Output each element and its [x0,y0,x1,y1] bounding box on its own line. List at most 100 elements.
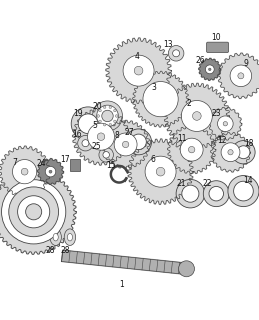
Text: 28: 28 [46,246,55,255]
Circle shape [168,45,184,61]
Circle shape [234,181,253,201]
Text: 21: 21 [176,179,186,188]
Polygon shape [101,120,150,169]
Circle shape [181,100,212,132]
Polygon shape [106,38,171,103]
Circle shape [9,187,59,237]
Polygon shape [218,53,259,99]
Text: 2: 2 [187,99,192,108]
Circle shape [192,112,201,120]
Circle shape [223,122,227,126]
Text: 27: 27 [125,128,134,137]
Circle shape [45,166,56,177]
Circle shape [221,143,240,162]
Polygon shape [209,107,242,140]
Circle shape [131,134,146,150]
Circle shape [123,141,129,148]
Polygon shape [128,139,193,204]
Bar [70,159,80,171]
Polygon shape [133,71,189,127]
Circle shape [209,187,224,201]
Circle shape [178,261,195,277]
Polygon shape [199,58,221,80]
Circle shape [102,110,113,122]
Polygon shape [167,125,216,174]
Polygon shape [0,146,50,197]
Circle shape [97,105,118,127]
Circle shape [78,135,93,151]
Circle shape [134,66,143,75]
Polygon shape [62,250,187,275]
Circle shape [114,133,137,156]
FancyBboxPatch shape [207,42,228,52]
Circle shape [97,115,100,117]
Text: 13: 13 [163,40,173,49]
Polygon shape [38,159,63,185]
Text: 4: 4 [135,52,140,61]
Circle shape [82,140,89,147]
Circle shape [103,106,106,108]
Circle shape [228,176,259,207]
Circle shape [156,167,165,176]
Polygon shape [164,83,230,149]
Polygon shape [73,108,130,165]
Text: 15: 15 [106,161,116,170]
Text: 11: 11 [177,134,186,143]
Text: 18: 18 [244,139,254,148]
Circle shape [71,107,105,140]
Text: 22: 22 [202,179,212,188]
Circle shape [205,65,214,74]
Circle shape [103,124,106,126]
Text: 5: 5 [92,121,97,130]
Text: 14: 14 [243,176,253,185]
Circle shape [99,109,101,112]
Circle shape [88,123,114,150]
Text: 23: 23 [211,109,221,118]
Text: 24: 24 [37,159,46,168]
Circle shape [109,124,112,126]
Text: 19: 19 [73,109,82,118]
Circle shape [126,129,152,155]
Text: 8: 8 [114,131,119,140]
Circle shape [12,160,37,184]
Circle shape [176,180,205,208]
Circle shape [182,185,199,202]
Text: 12: 12 [217,136,227,145]
Circle shape [18,196,50,228]
Circle shape [180,138,203,161]
Polygon shape [211,132,250,172]
Text: 16: 16 [72,130,82,139]
Circle shape [228,149,233,155]
Text: 9: 9 [243,59,248,68]
Circle shape [115,115,118,117]
Circle shape [49,170,52,173]
Text: 3: 3 [152,83,157,92]
Circle shape [232,140,255,164]
Text: 1: 1 [119,280,124,289]
Ellipse shape [67,234,73,241]
Text: 26: 26 [196,56,205,65]
Circle shape [78,114,98,133]
Text: 6: 6 [150,155,155,164]
Circle shape [2,180,66,244]
Circle shape [21,168,28,175]
Ellipse shape [50,229,61,245]
Polygon shape [0,169,76,254]
Ellipse shape [64,229,76,245]
Circle shape [145,156,176,187]
Circle shape [99,148,113,162]
Text: 20: 20 [93,102,102,111]
Ellipse shape [53,234,58,241]
Text: 10: 10 [211,33,221,42]
Circle shape [114,109,116,112]
Circle shape [99,120,101,123]
Circle shape [230,65,252,87]
Circle shape [173,50,180,57]
Text: 28: 28 [61,246,70,255]
Circle shape [203,181,229,207]
Circle shape [237,146,250,159]
Circle shape [97,133,105,140]
Circle shape [92,101,123,131]
Circle shape [208,68,211,71]
Circle shape [238,73,244,79]
